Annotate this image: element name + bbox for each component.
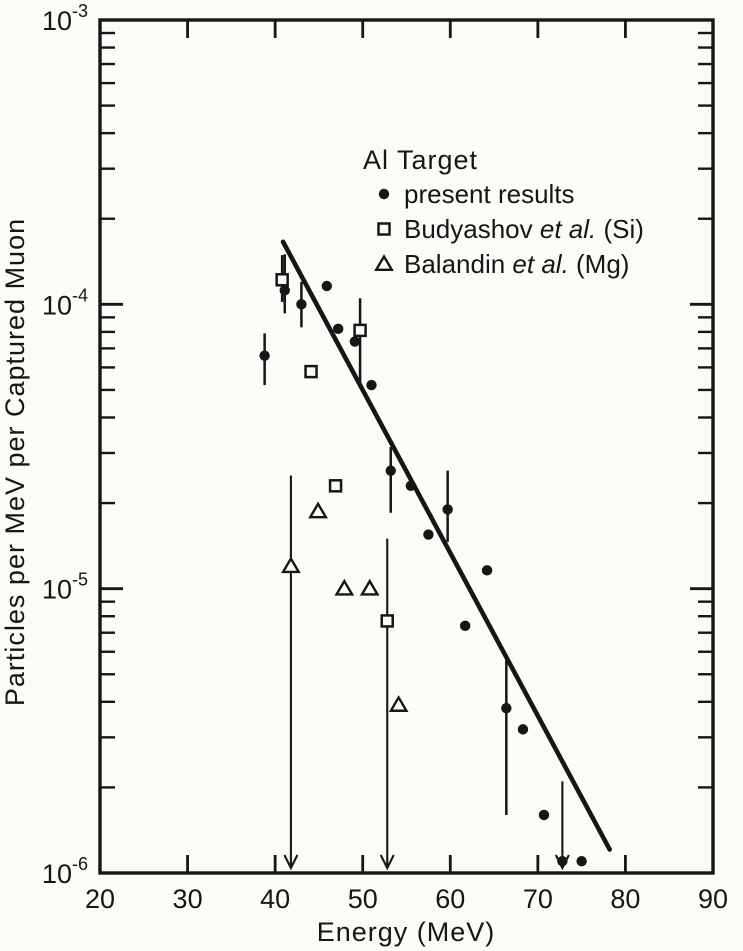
marker-circle [296,299,307,310]
marker-triangle [374,254,394,271]
data-points [259,273,587,867]
legend-item-label: Budyashov et al. (Si) [404,214,644,244]
legend-items: present results Budyashov et al. (Si) Bala… [374,179,644,279]
y-tick-label: 10-3 [42,1,88,36]
legend-title: Al Target [363,145,478,175]
marker-circle [576,856,587,867]
marker-circle [538,809,550,821]
marker-circle [378,188,390,200]
marker-square [353,323,367,338]
legend: Al Target present results Budyashov et al… [363,145,644,279]
marker-circle [321,280,333,292]
marker-circle [557,856,568,867]
marker-circle [279,285,290,296]
marker-square [328,479,343,493]
marker-triangle [308,501,328,519]
fit-line-segment [280,239,612,852]
marker-circle [481,565,493,576]
x-tick-label: 90 [698,884,728,914]
marker-square [304,364,318,379]
marker-circle [366,379,377,391]
marker-circle [259,350,270,361]
x-tick-label: 60 [435,884,465,914]
marker-triangle [281,556,301,574]
y-tick-label: 10-4 [42,285,88,320]
marker-square [377,222,391,236]
marker-triangle [334,578,355,596]
y-axis-title: Particles per MeV per Captured Muon [0,218,30,706]
plot-frame: 20 30 40 50 60 70 80 90 10-3 10-4 10-5 10-6 [42,1,728,914]
marker-circle [517,724,529,735]
marker-circle [442,504,453,515]
series-circle-filled [259,280,587,867]
marker-square [380,614,394,628]
marker-circle [405,480,417,492]
x-tick-label: 20 [85,884,115,914]
x-tick-label: 30 [173,884,203,914]
series-triangle-open [281,501,409,712]
marker-triangle [388,695,409,712]
limit-arrow-head [283,854,299,871]
fit-line [280,239,612,852]
marker-circle [332,323,344,335]
y-tick-label: 10-6 [42,854,88,889]
limit-arrow-head [379,854,395,871]
series-square-open [275,273,394,628]
axes-box [98,18,715,875]
marker-circle [349,336,361,347]
legend-item-label: Balandin et al. (Mg) [404,249,629,279]
error-bars [263,254,508,815]
marker-circle [423,529,434,540]
marker-triangle [359,578,380,596]
x-tick-label: 70 [523,884,553,914]
marker-circle [459,620,471,632]
x-tick-label: 80 [610,884,640,914]
down-arrows [283,475,570,871]
x-tick-label: 40 [260,884,290,914]
marker-circle [501,702,512,714]
marker-square [275,273,289,287]
y-tick-label: 10-5 [42,570,88,605]
marker-circle [385,465,396,476]
x-axis-title: Energy (MeV) [317,917,496,947]
legend-item-label: present results [404,179,575,209]
x-tick-label: 50 [348,884,378,914]
